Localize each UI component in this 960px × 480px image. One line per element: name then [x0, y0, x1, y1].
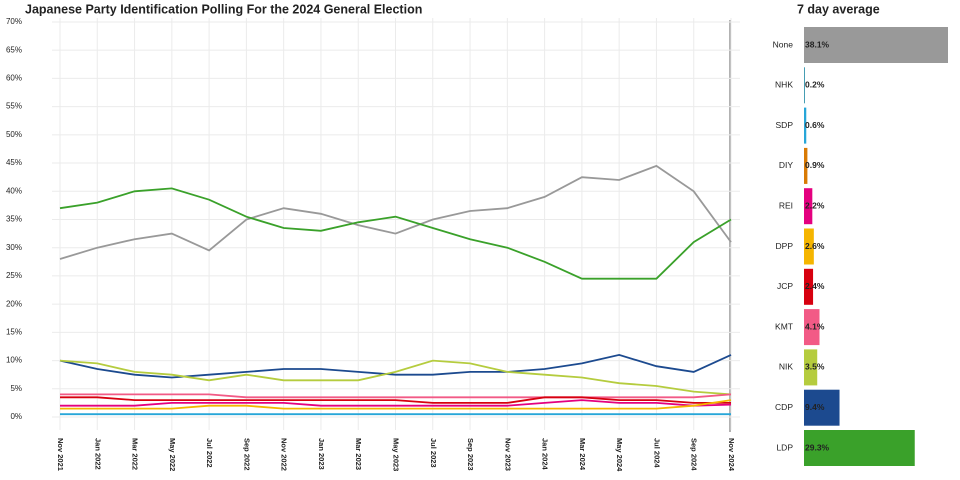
trend-line: KMT — [60, 393, 732, 399]
x-tick-label: Jul 2024 — [652, 438, 661, 468]
trend-line: LDP — [59, 187, 732, 280]
bar-category-label: CDP — [775, 402, 793, 412]
bar — [804, 147, 808, 184]
bar — [804, 228, 814, 265]
bar-category-label: None — [773, 39, 794, 49]
x-tick-label: May 2022 — [168, 438, 177, 471]
bar-category-label: DPP — [776, 241, 794, 251]
y-tick-label: 35% — [6, 215, 22, 224]
y-tick-label: 50% — [6, 130, 22, 139]
bar-category-label: LDP — [776, 442, 793, 452]
y-tick-label: 20% — [6, 299, 22, 308]
bar-value-label: 38.1% — [805, 39, 830, 49]
x-tick-label: Jul 2023 — [429, 438, 438, 468]
bar — [804, 67, 805, 104]
bar-value-label: 3.5% — [805, 362, 825, 372]
bar-value-label: 4.1% — [805, 321, 825, 331]
y-tick-label: 70% — [6, 17, 22, 26]
x-tick-label: May 2023 — [392, 438, 401, 471]
y-tick-label: 15% — [6, 327, 22, 336]
bar-category-label: REI — [779, 200, 793, 210]
bar-category-label: NHK — [775, 80, 793, 90]
x-tick-label: Sep 2024 — [690, 438, 699, 471]
x-tick-label: Mar 2024 — [578, 438, 587, 471]
trend-line: None — [59, 164, 732, 260]
y-tick-label: 45% — [6, 158, 22, 167]
x-tick-label: Mar 2022 — [131, 438, 140, 470]
trend-line: DPP — [60, 399, 732, 410]
bar-value-label: 0.9% — [805, 160, 825, 170]
y-tick-label: 10% — [6, 356, 22, 365]
bar-category-label: KMT — [775, 321, 793, 331]
bar-category-label: JCP — [777, 281, 793, 291]
bar-value-label: 2.2% — [805, 200, 825, 210]
x-tick-label: Sep 2022 — [242, 438, 251, 471]
bar-value-label: 0.6% — [805, 120, 825, 130]
chart-title: Japanese Party Identification Polling Fo… — [25, 2, 422, 16]
x-tick-label: Nov 2024 — [727, 438, 736, 472]
x-tick-label: Sep 2023 — [466, 438, 475, 471]
y-tick-label: 55% — [6, 102, 22, 111]
bar — [804, 268, 814, 305]
bar — [804, 188, 813, 225]
bar — [804, 107, 807, 144]
bar — [804, 430, 915, 466]
x-tick-label: Nov 2021 — [56, 438, 65, 471]
bar-category-label: NIK — [779, 362, 794, 372]
y-tick-label: 65% — [6, 45, 22, 54]
trend-line: REI — [60, 399, 732, 407]
x-tick-label: Jan 2022 — [93, 438, 102, 470]
y-tick-label: 40% — [6, 186, 22, 195]
trend-line: NIK — [59, 359, 732, 396]
bar-value-label: 2.4% — [805, 281, 825, 291]
bar — [804, 349, 818, 386]
y-tick-label: 25% — [6, 271, 22, 280]
x-tick-label: Mar 2023 — [354, 438, 363, 470]
bar-category-label: DIY — [779, 160, 794, 170]
bar-category-label: SDP — [776, 120, 794, 130]
bar-value-label: 29.3% — [805, 442, 830, 452]
y-tick-label: 0% — [10, 412, 22, 421]
bar-chart-title: 7 day average — [797, 2, 880, 16]
x-tick-label: Jan 2024 — [541, 438, 550, 471]
trend-line: JCP — [60, 396, 731, 404]
bar — [804, 309, 820, 346]
y-tick-label: 30% — [6, 243, 22, 252]
bar-value-label: 0.2% — [805, 80, 825, 90]
x-tick-label: Nov 2022 — [280, 438, 289, 471]
y-tick-label: 60% — [6, 73, 22, 82]
x-tick-label: May 2024 — [615, 438, 624, 472]
trend-line: CDP — [59, 353, 732, 379]
x-tick-label: Jul 2022 — [205, 438, 214, 468]
bar-value-label: 2.6% — [805, 241, 825, 251]
x-tick-label: Nov 2023 — [503, 438, 512, 471]
bar — [804, 27, 948, 63]
bar — [804, 389, 840, 426]
x-tick-label: Jan 2023 — [317, 438, 326, 470]
bar-value-label: 9.4% — [805, 402, 825, 412]
y-tick-label: 5% — [10, 384, 22, 393]
